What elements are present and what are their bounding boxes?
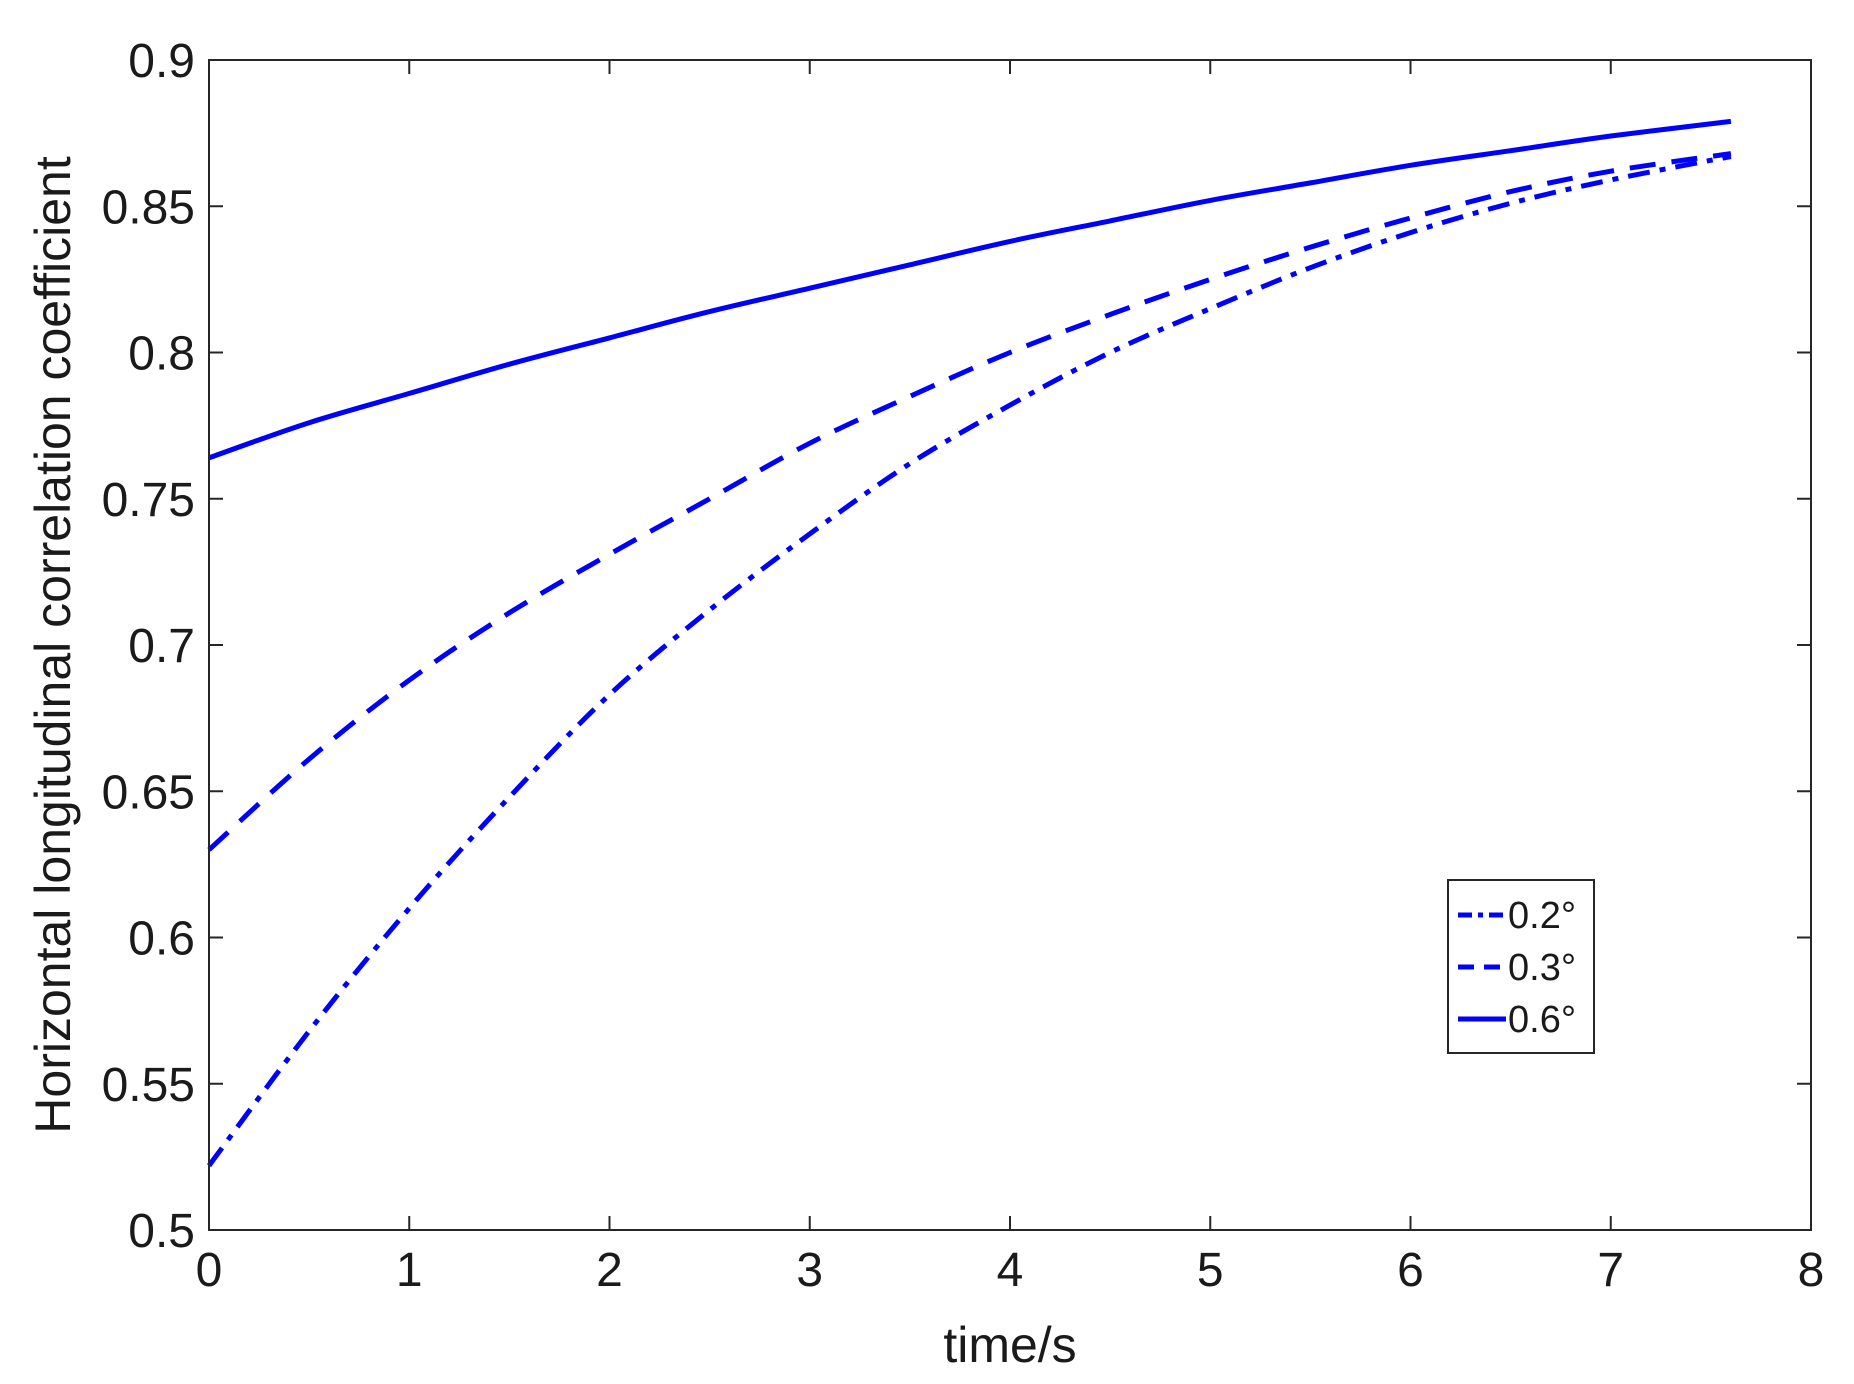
x-axis-label: time/s (943, 1317, 1076, 1373)
x-tick-label: 4 (997, 1244, 1024, 1297)
y-axis-label: Horizontal longitudinal correlation coef… (25, 156, 81, 1134)
y-tick-label: 0.55 (102, 1059, 195, 1112)
y-tick-label: 0.75 (102, 474, 195, 527)
x-tick-label: 8 (1798, 1244, 1825, 1297)
legend-label-1: 0.3° (1508, 947, 1576, 989)
y-tick-label: 0.9 (128, 35, 195, 88)
y-tick-label: 0.65 (102, 766, 195, 819)
legend: 0.2° 0.3° 0.6° (1447, 879, 1595, 1054)
y-tick-label: 0.7 (128, 620, 195, 673)
ticks-layer: 0 1 2 3 4 5 6 7 8 0.5 0.55 0.6 0.65 0.7 0.75 0.8 0.85 0.9 (102, 35, 1825, 1297)
legend-items: 0.2° 0.3° 0.6° (1458, 895, 1576, 1041)
y-tick-label: 0.85 (102, 181, 195, 234)
series-line-1 (207, 151, 1732, 852)
x-tick-label: 2 (596, 1244, 623, 1297)
plot-area (209, 60, 1811, 1230)
legend-label-0: 0.2° (1508, 895, 1576, 937)
series-layer (206, 118, 1732, 1168)
x-tick-label: 3 (796, 1244, 823, 1297)
y-tick-label: 0.5 (128, 1205, 195, 1258)
series-line-2 (208, 118, 1732, 461)
x-tick-label: 6 (1397, 1244, 1424, 1297)
series-line-0 (206, 154, 1732, 1168)
y-tick-label: 0.8 (128, 328, 195, 381)
legend-label-2: 0.6° (1508, 999, 1576, 1041)
x-tick-label: 1 (396, 1244, 423, 1297)
x-tick-label: 7 (1597, 1244, 1624, 1297)
y-tick-label: 0.6 (128, 913, 195, 966)
x-tick-label: 5 (1197, 1244, 1224, 1297)
x-tick-label: 0 (196, 1244, 223, 1297)
